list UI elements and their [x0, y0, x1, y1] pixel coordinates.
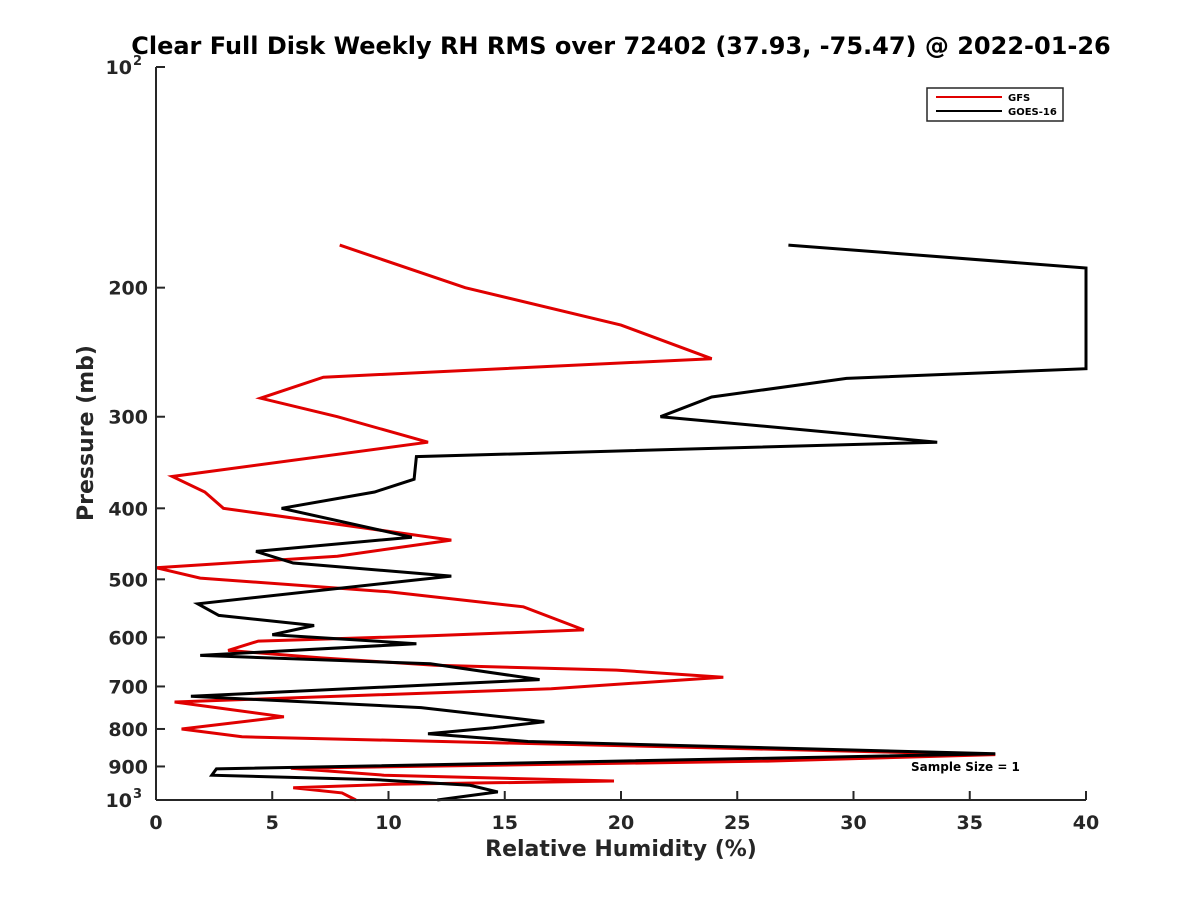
y-tick-label: 600	[108, 627, 148, 649]
x-tick-label: 40	[1073, 812, 1099, 834]
x-axis-label: Relative Humidity (%)	[485, 837, 757, 862]
series-line-gfs	[155, 243, 996, 802]
x-tick-label: 25	[724, 812, 750, 834]
y-tick-label: 900	[108, 756, 148, 778]
y-tick-label: 500	[108, 569, 148, 591]
x-tick-label: 10	[375, 812, 401, 834]
y-axis-label: Pressure (mb)	[74, 345, 99, 521]
x-tick-label: 5	[266, 812, 279, 834]
y-tick-label: 700	[108, 676, 148, 698]
y-tick-exponent: 2	[133, 54, 142, 69]
chart-title: Clear Full Disk Weekly RH RMS over 72402…	[131, 32, 1111, 60]
y-tick-label: 200	[108, 278, 148, 300]
y-tick-label: 10	[106, 57, 132, 79]
y-tick-label: 300	[108, 407, 148, 429]
x-ticks: 0 5 10 15 20 25 30 35 40	[149, 791, 1099, 834]
x-tick-label: 35	[957, 812, 983, 834]
x-tick-label: 30	[840, 812, 866, 834]
legend-label-gfs: GFS	[1008, 93, 1030, 104]
y-tick-label: 10	[106, 790, 132, 812]
legend-label-goes16: GOES-16	[1008, 107, 1057, 118]
sample-size-annotation: Sample Size = 1	[911, 760, 1020, 774]
y-tick-label: 800	[108, 719, 148, 741]
x-tick-label: 20	[608, 812, 634, 834]
series-layer	[155, 243, 1088, 802]
y-tick-label: 400	[108, 498, 148, 520]
x-tick-label: 15	[492, 812, 518, 834]
legend: GFS GOES-16	[926, 87, 1064, 122]
series-line-goes-16	[190, 243, 1088, 802]
y-tick-exponent: 3	[133, 787, 142, 802]
legend-box	[926, 87, 1064, 122]
x-tick-label: 0	[149, 812, 162, 834]
